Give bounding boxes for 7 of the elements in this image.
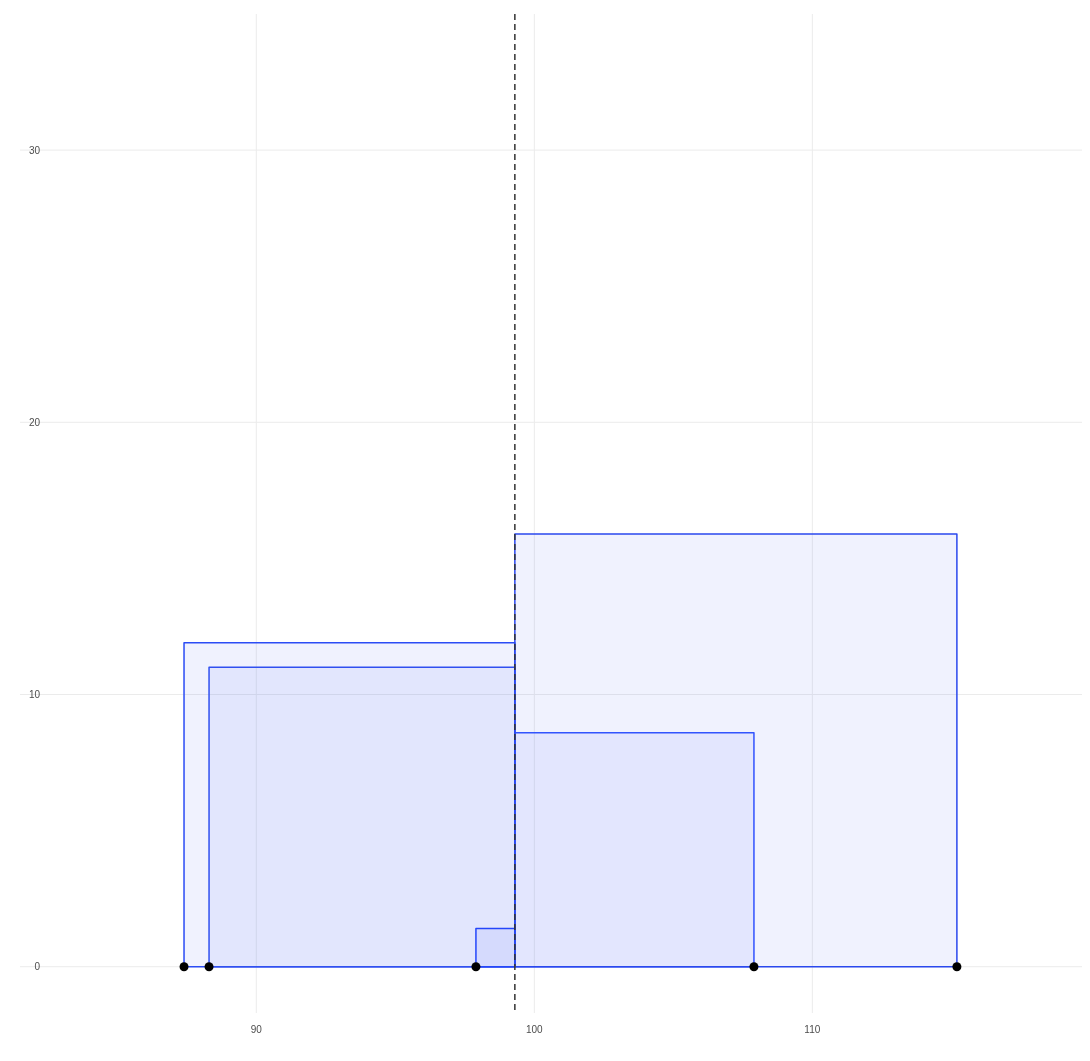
x-tick-label: 90 [250,1024,263,1035]
x-tick-label: 100 [525,1024,544,1035]
y-tick-label: 10 [28,689,41,701]
y-tick-label: 20 [28,416,41,428]
y-tick-label: 30 [28,144,41,156]
x-tick-label: 110 [804,1024,821,1035]
y-tick-label: 0 [34,961,41,973]
